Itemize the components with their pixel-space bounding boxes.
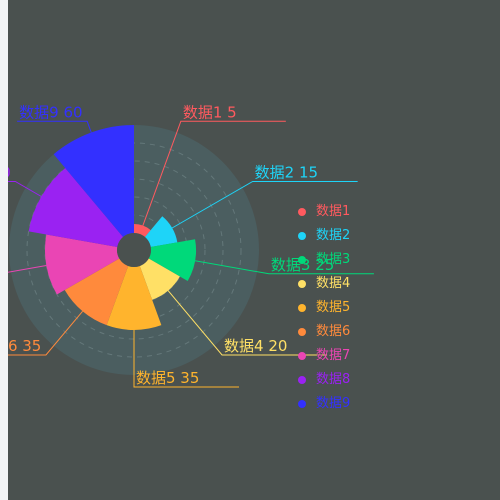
- label-line-8: [8, 181, 42, 197]
- bar-6[interactable]: [64, 258, 129, 326]
- polar-bars: [28, 125, 196, 331]
- label-line-1: [142, 120, 286, 226]
- legend-dot-icon: [298, 328, 306, 336]
- legend-label: 数据3: [316, 252, 351, 267]
- legend-label: 数据5: [316, 300, 351, 315]
- legend-item-9[interactable]: 数据9: [298, 392, 350, 416]
- bar-label-9: 数据9 60: [19, 103, 82, 121]
- label-line-2: [171, 181, 358, 229]
- legend-dot-icon: [298, 208, 306, 216]
- legend-item-2[interactable]: 数据2: [298, 224, 350, 248]
- bar-label-4: 数据4 20: [224, 337, 287, 355]
- legend-dot-icon: [298, 280, 306, 288]
- bar-9[interactable]: [53, 125, 134, 237]
- label-line-9: [17, 120, 92, 133]
- legend-dot-icon: [298, 256, 306, 264]
- legend-item-5[interactable]: 数据5: [298, 296, 350, 320]
- legend-item-3[interactable]: 数据3: [298, 248, 350, 272]
- legend-label: 数据4: [316, 276, 351, 291]
- legend-dot-icon: [298, 376, 306, 384]
- bar-2[interactable]: [144, 216, 178, 248]
- legend-item-4[interactable]: 数据4: [298, 272, 350, 296]
- bar-label-2: 数据2 15: [255, 164, 318, 182]
- legend-dot-icon: [298, 232, 306, 240]
- legend-item-8[interactable]: 数据8: [298, 368, 350, 392]
- legend-item-1[interactable]: 数据1: [298, 200, 350, 224]
- bar-label-3: 数据3 25: [271, 256, 334, 274]
- legend-item-6[interactable]: 数据6: [298, 320, 350, 344]
- legend-label: 数据1: [316, 204, 351, 219]
- legend-dot-icon: [298, 304, 306, 312]
- legend: 数据1 数据2 数据3 数据4 数据5 数据6 数据7 数据8: [298, 200, 350, 416]
- legend-dot-icon: [298, 400, 306, 408]
- legend-item-7[interactable]: 数据7: [298, 344, 350, 368]
- center-hole: [117, 233, 151, 267]
- bar-label-8: 数据8 50: [8, 164, 11, 182]
- bar-label-1: 数据1 5: [183, 103, 237, 121]
- label-line-4: [167, 290, 328, 356]
- bar-label-6: 数据6 35: [8, 337, 41, 355]
- legend-label: 数据6: [316, 324, 351, 339]
- bar-3[interactable]: [148, 239, 196, 281]
- legend-label: 数据8: [316, 372, 351, 387]
- label-line-3: [194, 260, 374, 275]
- bar-7[interactable]: [45, 234, 120, 295]
- legend-label: 数据2: [316, 228, 351, 243]
- legend-dot-icon: [298, 352, 306, 360]
- grid-ring: [44, 160, 224, 340]
- page-edge-strip: [0, 0, 8, 500]
- bar-label-5: 数据5 35: [136, 369, 199, 387]
- label-line-7: [8, 264, 47, 273]
- legend-label: 数据7: [316, 348, 351, 363]
- bar-4[interactable]: [139, 258, 180, 300]
- legend-label: 数据9: [316, 396, 351, 411]
- bar-5[interactable]: [106, 265, 162, 331]
- bar-1[interactable]: [134, 224, 151, 237]
- label-line-5: [133, 330, 239, 388]
- label-line-6: [8, 310, 83, 356]
- bar-8[interactable]: [28, 168, 124, 248]
